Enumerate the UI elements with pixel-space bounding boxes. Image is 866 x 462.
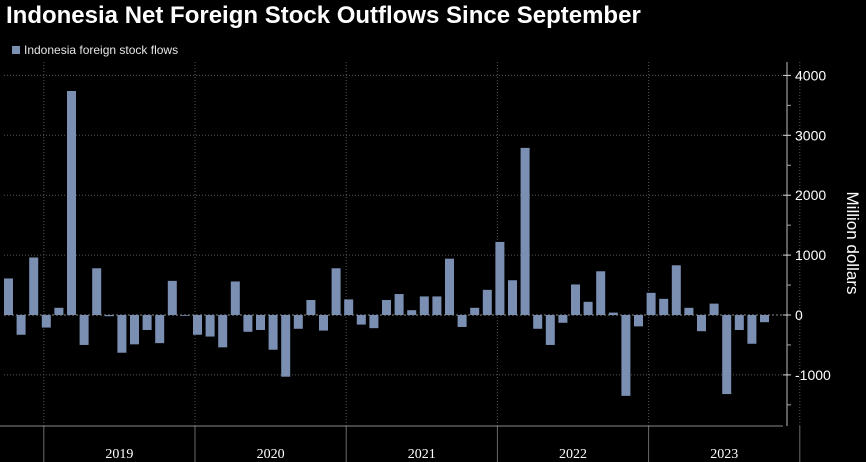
- bar: [79, 315, 89, 345]
- bar: [608, 312, 618, 315]
- bar: [29, 257, 39, 315]
- bar: [520, 147, 530, 315]
- bar: [104, 315, 114, 317]
- bar: [92, 268, 102, 315]
- bar: [545, 315, 555, 345]
- bar: [344, 299, 354, 315]
- bar: [67, 90, 76, 315]
- x-tick-label: 2023: [710, 447, 738, 462]
- axis-layer: 2019 2020 2021 2022 2023 4000 3000 2000 1000 0 -10…: [0, 62, 862, 462]
- bar: [180, 315, 190, 316]
- bar: [382, 300, 391, 315]
- bar: [470, 307, 480, 315]
- bar-layer: [4, 90, 769, 396]
- bar: [281, 315, 291, 377]
- bar: [457, 315, 467, 327]
- bar: [4, 278, 13, 315]
- bar: [356, 315, 366, 325]
- bar: [369, 315, 379, 329]
- bar: [268, 315, 278, 350]
- bar: [671, 265, 681, 315]
- bar: [319, 315, 328, 331]
- y-tick-label: 3000: [795, 127, 826, 143]
- bar: [734, 315, 744, 330]
- bar: [407, 310, 417, 315]
- bar: [218, 315, 228, 348]
- bar: [41, 315, 51, 328]
- bar: [256, 315, 265, 330]
- bar: [596, 271, 606, 315]
- bar: [394, 294, 404, 315]
- bar: [747, 315, 757, 344]
- bar: [331, 268, 341, 315]
- bar: [722, 315, 732, 395]
- legend-swatch: [12, 46, 20, 54]
- bar: [445, 258, 454, 315]
- bar: [571, 284, 580, 315]
- grid-layer: [4, 62, 801, 426]
- y-tick-label: 4000: [795, 67, 826, 83]
- x-tick-label: 2021: [408, 447, 436, 462]
- legend: Indonesia foreign stock flows: [12, 43, 178, 57]
- bar: [16, 315, 26, 335]
- bar: [495, 241, 505, 315]
- bar: [205, 315, 215, 337]
- y-tick-label: 2000: [795, 187, 826, 203]
- bar: [230, 281, 240, 315]
- bar: [684, 307, 694, 315]
- x-tick-label: 2019: [105, 447, 133, 462]
- bar: [193, 315, 202, 335]
- bar: [659, 298, 669, 315]
- bar: [419, 296, 429, 315]
- y-tick-label: 0: [795, 307, 803, 323]
- bar: [130, 315, 139, 345]
- bar: [709, 303, 719, 315]
- bar: [482, 289, 492, 315]
- bar: [533, 315, 543, 329]
- bar: [243, 315, 253, 332]
- bar: [508, 280, 517, 315]
- bar: [293, 315, 303, 329]
- bar: [142, 315, 152, 330]
- bar: [697, 315, 706, 332]
- y-tick-label: -1000: [795, 367, 831, 383]
- bar: [54, 307, 64, 315]
- bar: [306, 300, 316, 315]
- bar: [432, 296, 442, 315]
- bar: [167, 280, 177, 315]
- bar: [117, 315, 127, 353]
- bar: [583, 301, 593, 315]
- bar: [621, 315, 631, 396]
- bar: [646, 292, 656, 315]
- y-tick-label: 1000: [795, 247, 826, 263]
- bar: [634, 315, 643, 327]
- y-axis-label: Million dollars: [843, 192, 862, 295]
- legend-label: Indonesia foreign stock flows: [24, 43, 179, 57]
- chart-title: Indonesia Net Foreign Stock Outflows Sin…: [6, 2, 641, 29]
- bar: [760, 315, 769, 323]
- x-tick-label: 2022: [559, 447, 587, 462]
- bar: [155, 315, 165, 344]
- bar: [558, 315, 568, 323]
- x-tick-label: 2020: [257, 447, 285, 462]
